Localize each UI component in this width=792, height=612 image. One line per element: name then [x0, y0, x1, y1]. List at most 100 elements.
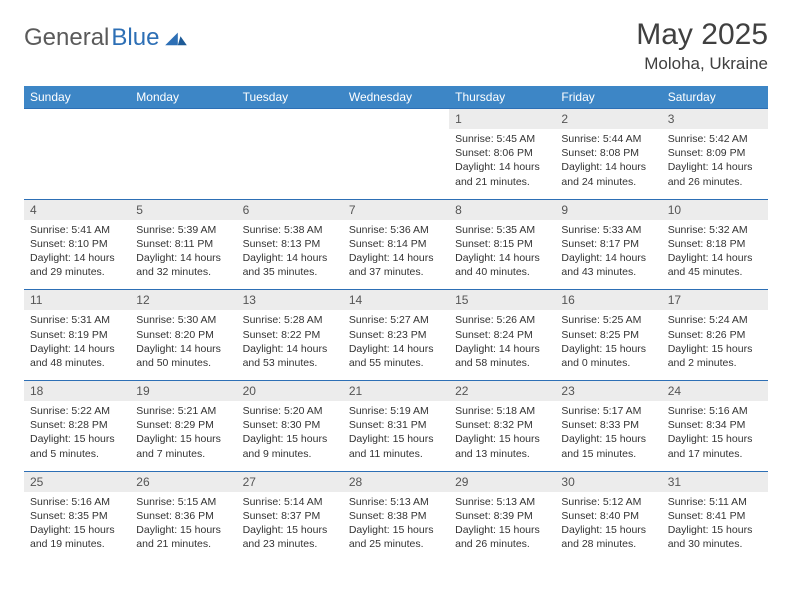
day-number: 7 [343, 200, 449, 220]
day-body: Sunrise: 5:24 AMSunset: 8:26 PMDaylight:… [662, 310, 768, 380]
day-body: Sunrise: 5:28 AMSunset: 8:22 PMDaylight:… [237, 310, 343, 380]
calendar-table: Sunday Monday Tuesday Wednesday Thursday… [24, 86, 768, 561]
day-number: 30 [555, 472, 661, 492]
daylight-text: Daylight: 14 hours and 45 minutes. [668, 251, 762, 279]
day-number: 4 [24, 200, 130, 220]
sunrise-text: Sunrise: 5:35 AM [455, 223, 549, 237]
calendar-page: General Blue May 2025 Moloha, Ukraine Su… [0, 0, 792, 579]
daylight-text: Daylight: 14 hours and 32 minutes. [136, 251, 230, 279]
calendar-day-cell: 27Sunrise: 5:14 AMSunset: 8:37 PMDayligh… [237, 471, 343, 561]
calendar-day-cell: 22Sunrise: 5:18 AMSunset: 8:32 PMDayligh… [449, 381, 555, 472]
weekday-header: Sunday [24, 86, 130, 109]
page-header: General Blue May 2025 Moloha, Ukraine [24, 18, 768, 74]
day-body [24, 115, 130, 175]
daylight-text: Daylight: 15 hours and 30 minutes. [668, 523, 762, 551]
sunrise-text: Sunrise: 5:16 AM [30, 495, 124, 509]
sunset-text: Sunset: 8:17 PM [561, 237, 655, 251]
day-body [237, 115, 343, 175]
day-body: Sunrise: 5:22 AMSunset: 8:28 PMDaylight:… [24, 401, 130, 471]
daylight-text: Daylight: 15 hours and 19 minutes. [30, 523, 124, 551]
day-body: Sunrise: 5:20 AMSunset: 8:30 PMDaylight:… [237, 401, 343, 471]
day-number: 6 [237, 200, 343, 220]
sunrise-text: Sunrise: 5:21 AM [136, 404, 230, 418]
daylight-text: Daylight: 14 hours and 40 minutes. [455, 251, 549, 279]
sunset-text: Sunset: 8:37 PM [243, 509, 337, 523]
day-body: Sunrise: 5:33 AMSunset: 8:17 PMDaylight:… [555, 220, 661, 290]
sunset-text: Sunset: 8:20 PM [136, 328, 230, 342]
day-body: Sunrise: 5:16 AMSunset: 8:35 PMDaylight:… [24, 492, 130, 562]
sunrise-text: Sunrise: 5:13 AM [455, 495, 549, 509]
day-number: 18 [24, 381, 130, 401]
day-number: 19 [130, 381, 236, 401]
daylight-text: Daylight: 14 hours and 53 minutes. [243, 342, 337, 370]
sunset-text: Sunset: 8:19 PM [30, 328, 124, 342]
day-number: 26 [130, 472, 236, 492]
calendar-day-cell: 28Sunrise: 5:13 AMSunset: 8:38 PMDayligh… [343, 471, 449, 561]
day-body: Sunrise: 5:12 AMSunset: 8:40 PMDaylight:… [555, 492, 661, 562]
calendar-week-row: 4Sunrise: 5:41 AMSunset: 8:10 PMDaylight… [24, 199, 768, 290]
daylight-text: Daylight: 15 hours and 0 minutes. [561, 342, 655, 370]
day-number: 13 [237, 290, 343, 310]
day-number: 11 [24, 290, 130, 310]
logo-text-blue: Blue [111, 24, 159, 52]
sunrise-text: Sunrise: 5:42 AM [668, 132, 762, 146]
sunset-text: Sunset: 8:40 PM [561, 509, 655, 523]
calendar-day-cell: 11Sunrise: 5:31 AMSunset: 8:19 PMDayligh… [24, 290, 130, 381]
day-number: 2 [555, 109, 661, 129]
sunrise-text: Sunrise: 5:31 AM [30, 313, 124, 327]
sunrise-text: Sunrise: 5:38 AM [243, 223, 337, 237]
sunset-text: Sunset: 8:06 PM [455, 146, 549, 160]
calendar-day-cell: 12Sunrise: 5:30 AMSunset: 8:20 PMDayligh… [130, 290, 236, 381]
day-number: 25 [24, 472, 130, 492]
day-body: Sunrise: 5:13 AMSunset: 8:38 PMDaylight:… [343, 492, 449, 562]
sunset-text: Sunset: 8:10 PM [30, 237, 124, 251]
calendar-day-cell: 13Sunrise: 5:28 AMSunset: 8:22 PMDayligh… [237, 290, 343, 381]
weekday-header: Monday [130, 86, 236, 109]
day-body: Sunrise: 5:35 AMSunset: 8:15 PMDaylight:… [449, 220, 555, 290]
day-number: 24 [662, 381, 768, 401]
sunrise-text: Sunrise: 5:32 AM [668, 223, 762, 237]
sunrise-text: Sunrise: 5:36 AM [349, 223, 443, 237]
day-body: Sunrise: 5:32 AMSunset: 8:18 PMDaylight:… [662, 220, 768, 290]
day-number: 21 [343, 381, 449, 401]
sunset-text: Sunset: 8:25 PM [561, 328, 655, 342]
sunset-text: Sunset: 8:29 PM [136, 418, 230, 432]
day-body: Sunrise: 5:14 AMSunset: 8:37 PMDaylight:… [237, 492, 343, 562]
daylight-text: Daylight: 15 hours and 9 minutes. [243, 432, 337, 460]
day-body: Sunrise: 5:21 AMSunset: 8:29 PMDaylight:… [130, 401, 236, 471]
sunrise-text: Sunrise: 5:16 AM [668, 404, 762, 418]
day-number: 10 [662, 200, 768, 220]
sunset-text: Sunset: 8:28 PM [30, 418, 124, 432]
calendar-week-row: 18Sunrise: 5:22 AMSunset: 8:28 PMDayligh… [24, 381, 768, 472]
calendar-day-cell [130, 109, 236, 200]
day-number: 22 [449, 381, 555, 401]
day-body: Sunrise: 5:26 AMSunset: 8:24 PMDaylight:… [449, 310, 555, 380]
calendar-day-cell: 18Sunrise: 5:22 AMSunset: 8:28 PMDayligh… [24, 381, 130, 472]
day-number: 17 [662, 290, 768, 310]
daylight-text: Daylight: 15 hours and 23 minutes. [243, 523, 337, 551]
daylight-text: Daylight: 15 hours and 5 minutes. [30, 432, 124, 460]
daylight-text: Daylight: 14 hours and 24 minutes. [561, 160, 655, 188]
daylight-text: Daylight: 15 hours and 7 minutes. [136, 432, 230, 460]
weekday-header: Tuesday [237, 86, 343, 109]
sunrise-text: Sunrise: 5:26 AM [455, 313, 549, 327]
calendar-day-cell: 30Sunrise: 5:12 AMSunset: 8:40 PMDayligh… [555, 471, 661, 561]
sunset-text: Sunset: 8:08 PM [561, 146, 655, 160]
location-label: Moloha, Ukraine [636, 54, 768, 74]
daylight-text: Daylight: 15 hours and 17 minutes. [668, 432, 762, 460]
sunrise-text: Sunrise: 5:24 AM [668, 313, 762, 327]
sunrise-text: Sunrise: 5:20 AM [243, 404, 337, 418]
sunset-text: Sunset: 8:15 PM [455, 237, 549, 251]
logo: General Blue [24, 24, 187, 52]
day-body: Sunrise: 5:13 AMSunset: 8:39 PMDaylight:… [449, 492, 555, 562]
calendar-day-cell: 24Sunrise: 5:16 AMSunset: 8:34 PMDayligh… [662, 381, 768, 472]
day-number: 3 [662, 109, 768, 129]
calendar-day-cell: 7Sunrise: 5:36 AMSunset: 8:14 PMDaylight… [343, 199, 449, 290]
sunrise-text: Sunrise: 5:33 AM [561, 223, 655, 237]
day-number: 29 [449, 472, 555, 492]
daylight-text: Daylight: 15 hours and 11 minutes. [349, 432, 443, 460]
daylight-text: Daylight: 14 hours and 37 minutes. [349, 251, 443, 279]
sunrise-text: Sunrise: 5:14 AM [243, 495, 337, 509]
calendar-day-cell: 23Sunrise: 5:17 AMSunset: 8:33 PMDayligh… [555, 381, 661, 472]
logo-mark-icon [165, 29, 187, 47]
